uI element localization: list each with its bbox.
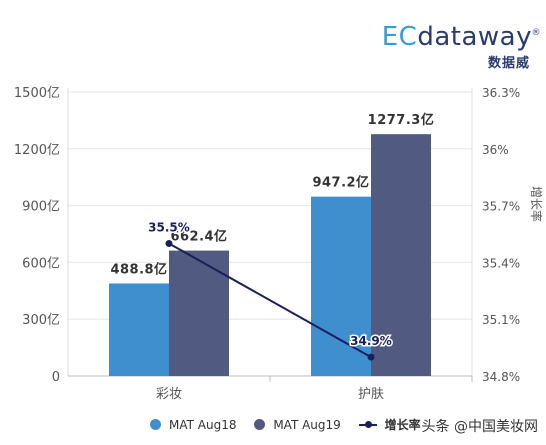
y-right-tick-label: 36.3% — [482, 86, 520, 100]
x-category-label: 彩妆 — [156, 387, 182, 402]
legend-swatch-mat-aug19 — [254, 418, 266, 430]
y-right-tick-label: 35.7% — [482, 200, 520, 214]
y-left-tick-label: 1500亿 — [14, 86, 60, 101]
bar-value-label: 488.8亿 — [110, 261, 167, 277]
chart-legend: MAT Aug18 MAT Aug19 增长率 — [150, 416, 435, 433]
bar-mat-aug19 — [371, 134, 431, 376]
watermark: 头条 @中国美妆网 — [421, 419, 538, 435]
bar-value-label: 1277.3亿 — [368, 112, 435, 128]
legend-label-growth-rate: 增长率 — [384, 418, 421, 432]
growth-rate-point — [165, 239, 173, 247]
y-left-tick-label: 600亿 — [22, 256, 60, 271]
legend-swatch-mat-aug18 — [150, 418, 161, 430]
y-right-tick-label: 35.1% — [482, 313, 520, 327]
bar-value-label: 662.4亿 — [170, 229, 227, 245]
ecdataway-logo: ECdataway ® 数据威 — [381, 22, 541, 71]
legend-item-growth-rate[interactable]: 增长率 — [358, 416, 421, 433]
legend-item-mat-aug18[interactable]: MAT Aug18 — [150, 418, 236, 432]
y-right-tick-label: 34.8% — [482, 370, 520, 384]
bar-value-label: 947.2亿 — [312, 175, 369, 191]
bar-mat-aug18 — [311, 196, 371, 376]
y-left-tick-label: 0 — [52, 370, 60, 385]
y-left-tick-label: 1200亿 — [14, 143, 60, 158]
legend-label-mat-aug18: MAT Aug18 — [169, 417, 237, 432]
bar-mat-aug18 — [109, 283, 169, 376]
growth-rate-point — [367, 353, 375, 361]
y-left-tick-label: 900亿 — [22, 200, 60, 215]
x-category-label: 护肤 — [358, 387, 384, 402]
legend-item-mat-aug19[interactable]: MAT Aug19 — [254, 417, 341, 432]
bar-mat-aug19 — [169, 250, 229, 376]
growth-rate-value-label: 34.9% — [350, 334, 392, 348]
y-right-tick-label: 36% — [482, 143, 509, 157]
legend-swatch-growth-rate — [358, 421, 377, 428]
legend-label-mat-aug19: MAT Aug19 — [273, 417, 341, 432]
y-right-axis-title: 增长率 — [529, 186, 544, 222]
growth-rate-line — [168, 242, 372, 358]
y-left-tick-label: 300亿 — [22, 313, 60, 328]
growth-rate-value-label: 35.5% — [148, 220, 190, 234]
y-right-tick-label: 35.4% — [482, 256, 520, 270]
